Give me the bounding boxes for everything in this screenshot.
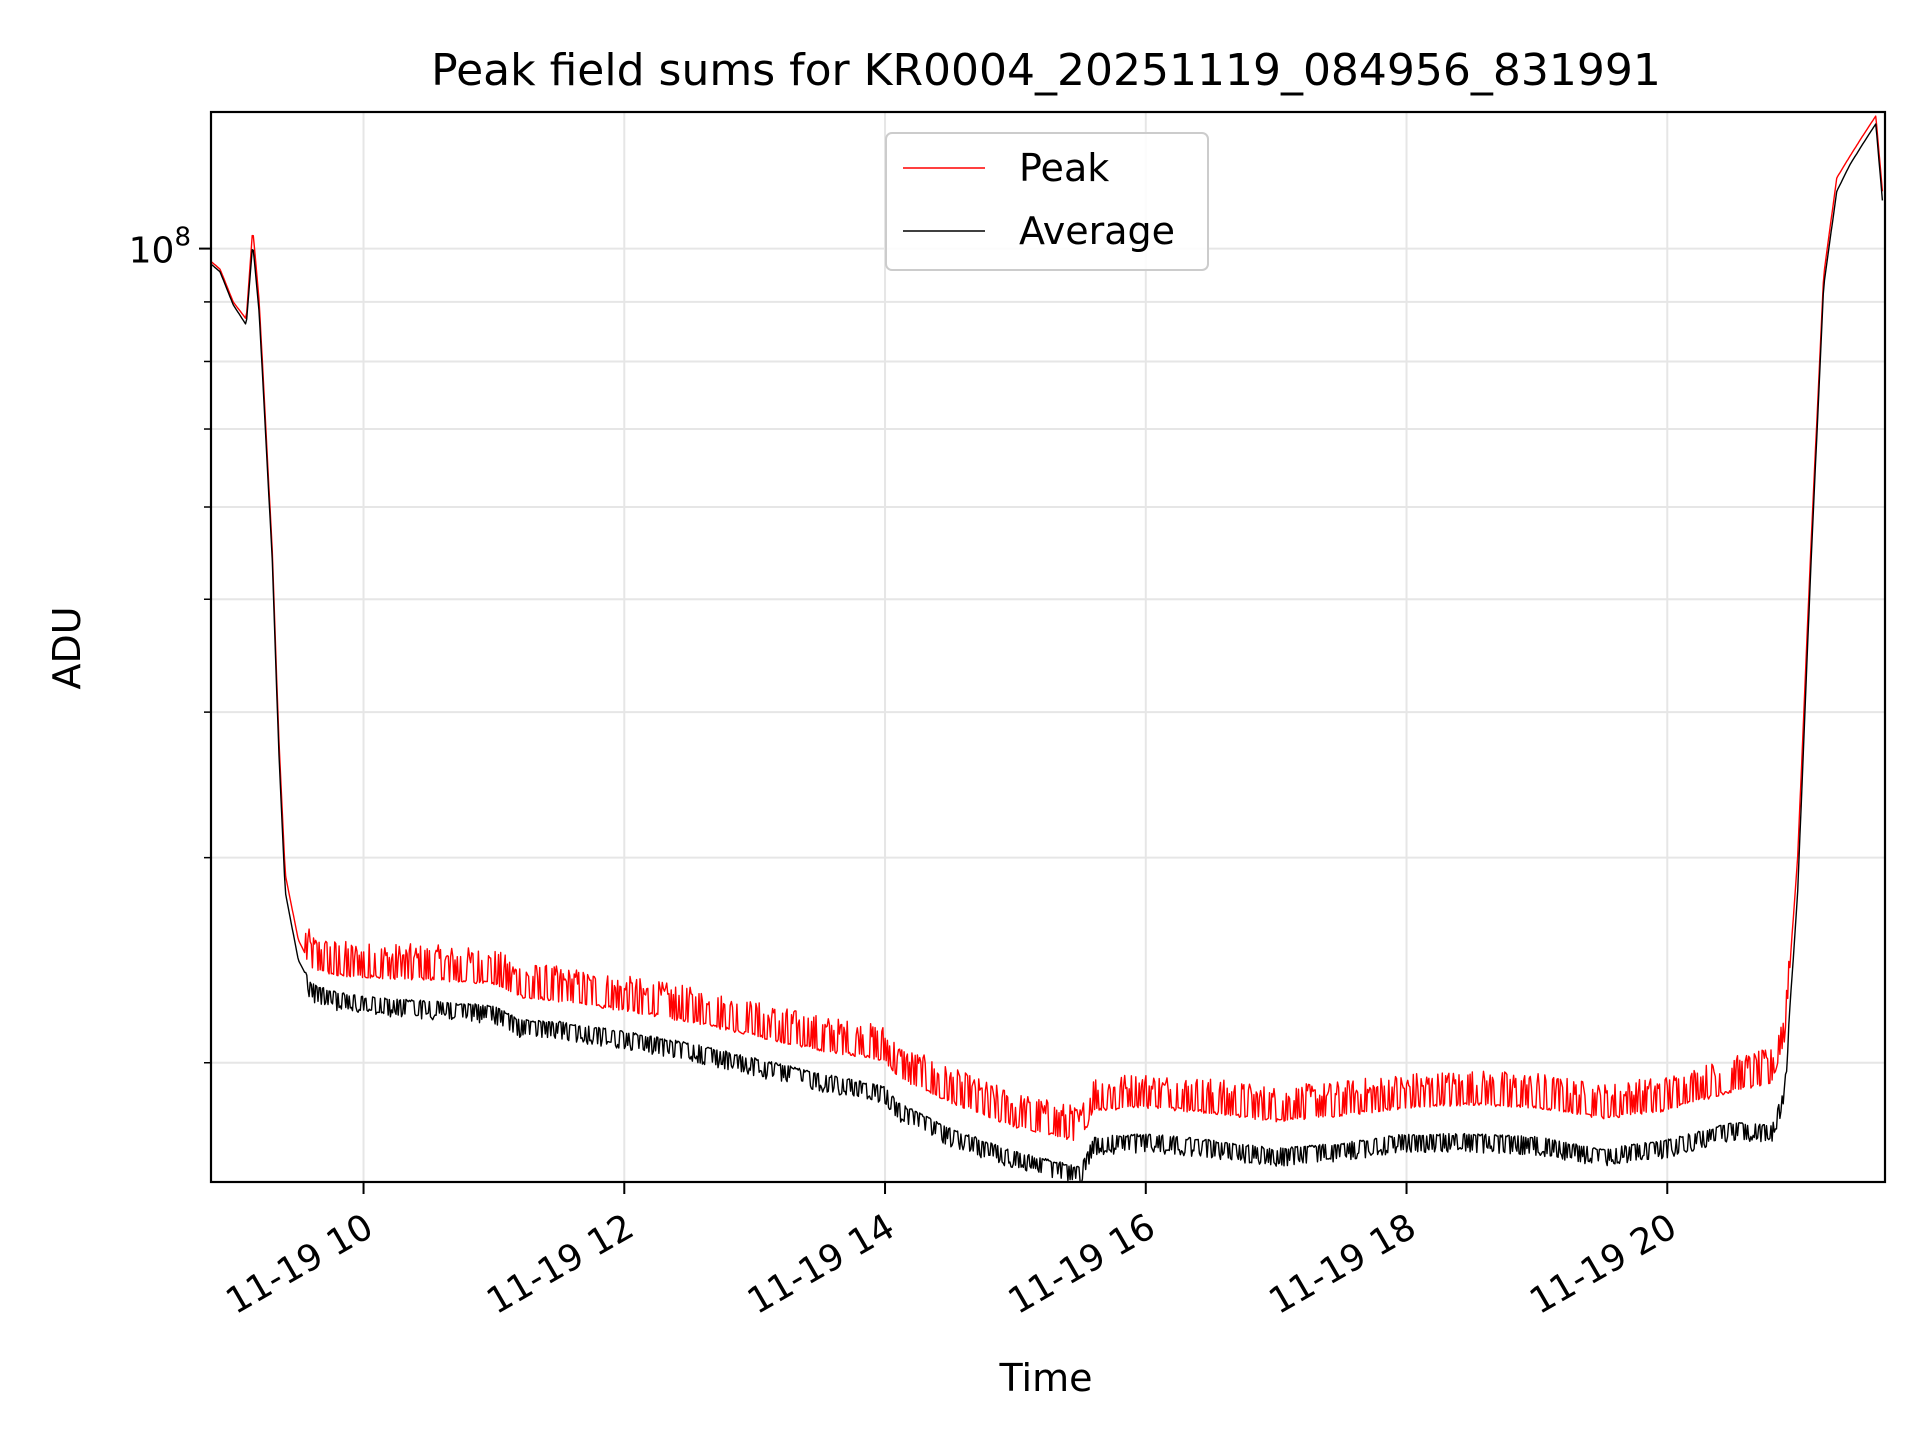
x-axis-label: Time [999, 1356, 1093, 1400]
plot-frame [209, 110, 1887, 1184]
legend-average-label: Average [1019, 209, 1175, 253]
plot-area [211, 115, 1884, 1182]
legend-peak-label: Peak [1019, 146, 1109, 190]
y-axis-label: ADU [45, 606, 89, 689]
chart-title: Peak field sums for KR0004_20251119_0849… [431, 45, 1661, 96]
series-line-peak [211, 115, 1884, 1141]
y-tick-label: 108 [129, 223, 191, 272]
y-tick-label-base: 10 [129, 231, 175, 272]
y-tick-label-exponent: 8 [174, 223, 191, 253]
legend: Peak Average [885, 132, 1209, 271]
series-line-average [211, 123, 1884, 1182]
